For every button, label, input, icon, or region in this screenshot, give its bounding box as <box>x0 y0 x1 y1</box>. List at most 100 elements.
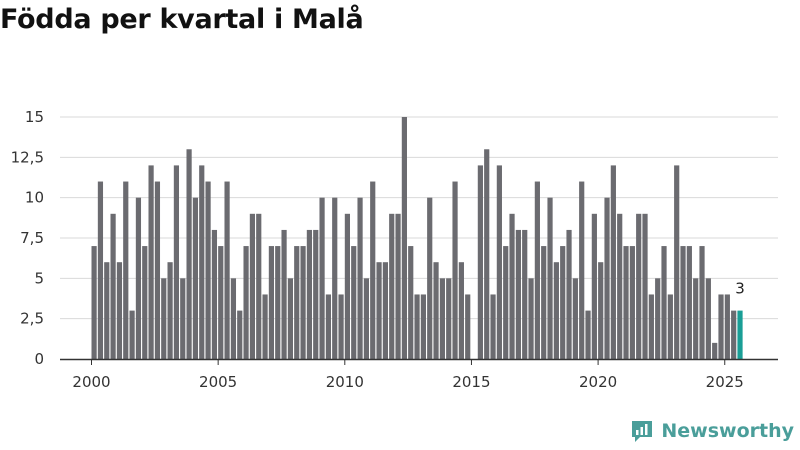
bar <box>104 262 110 359</box>
bar <box>97 181 104 359</box>
bar <box>135 197 142 359</box>
y-tick-label: 0 <box>34 350 44 368</box>
bar <box>515 229 521 359</box>
bar <box>294 246 300 359</box>
bar <box>211 229 218 359</box>
bar <box>610 165 616 359</box>
chart-title: Födda per kvartal i Malå <box>0 4 364 35</box>
bar <box>268 246 275 359</box>
bar <box>458 262 464 359</box>
bar <box>477 165 483 359</box>
bar <box>243 246 249 359</box>
bar <box>433 262 439 359</box>
brand-name: Newsworthy <box>661 420 794 442</box>
bar <box>129 310 135 359</box>
bar <box>313 229 319 359</box>
bar <box>452 181 458 359</box>
bar <box>712 342 718 359</box>
bar <box>142 246 148 359</box>
bar <box>376 262 382 359</box>
bar <box>116 262 123 359</box>
bar <box>344 213 350 359</box>
bar <box>408 246 414 359</box>
bar <box>604 197 610 359</box>
bar <box>420 294 426 359</box>
bars <box>91 117 743 359</box>
bar <box>287 278 294 359</box>
bar <box>667 294 673 359</box>
brand-logo: Newsworthy <box>629 418 794 444</box>
bar <box>439 278 445 359</box>
bar <box>256 213 262 359</box>
bar <box>262 294 268 359</box>
bar <box>325 294 332 359</box>
bar <box>528 278 534 359</box>
bar <box>148 165 154 359</box>
bar <box>560 246 566 359</box>
bar <box>629 246 635 359</box>
bar <box>319 197 325 359</box>
bar <box>180 278 186 359</box>
bar <box>541 246 547 359</box>
bar <box>154 181 161 359</box>
bar <box>91 246 97 359</box>
bar <box>370 181 376 359</box>
bar <box>414 294 420 359</box>
bar <box>237 310 243 359</box>
x-tick-label: 2010 <box>326 373 364 391</box>
bar <box>332 197 338 359</box>
bar <box>503 246 509 359</box>
bar <box>655 278 661 359</box>
bar <box>199 165 205 359</box>
bar <box>718 294 724 359</box>
bar <box>686 246 692 359</box>
bar <box>636 213 642 359</box>
bar <box>522 229 528 359</box>
newsworthy-logo-icon <box>632 421 653 442</box>
bar <box>357 197 363 359</box>
y-tick-label: 7,5 <box>20 229 44 247</box>
x-tick-label: 2005 <box>199 373 237 391</box>
bar <box>509 213 515 359</box>
bar <box>680 246 686 359</box>
x-tick-label: 2025 <box>706 373 744 391</box>
x-tick-label: 2020 <box>579 373 617 391</box>
bar <box>173 165 180 359</box>
bar <box>401 117 407 359</box>
bar <box>427 197 433 359</box>
bar <box>338 294 344 359</box>
y-tick-label: 5 <box>34 269 44 287</box>
bar <box>382 262 388 359</box>
bar <box>446 278 452 359</box>
bar <box>579 181 585 359</box>
y-tick-label: 10 <box>25 189 44 207</box>
bar <box>395 213 401 359</box>
bar <box>300 246 306 359</box>
bar <box>591 213 597 359</box>
bar <box>123 181 129 359</box>
annotations: 3 <box>735 280 745 298</box>
bar <box>496 165 502 359</box>
bar <box>490 294 496 359</box>
bar <box>566 229 572 359</box>
bar <box>205 181 211 359</box>
bar <box>699 246 705 359</box>
bar <box>192 197 199 359</box>
bar <box>693 278 699 359</box>
bar <box>648 294 654 359</box>
bar <box>572 278 578 359</box>
bar <box>674 165 680 359</box>
x-tick-label: 2000 <box>72 373 110 391</box>
bar <box>623 246 629 359</box>
bar <box>731 310 737 359</box>
y-tick-label: 2,5 <box>20 310 44 328</box>
bar <box>585 310 591 359</box>
bar <box>230 278 237 359</box>
bar <box>306 229 313 359</box>
bar <box>224 181 230 359</box>
bar <box>553 262 559 359</box>
bar-highlight <box>737 310 743 359</box>
bar <box>218 246 224 359</box>
bar <box>484 149 490 359</box>
